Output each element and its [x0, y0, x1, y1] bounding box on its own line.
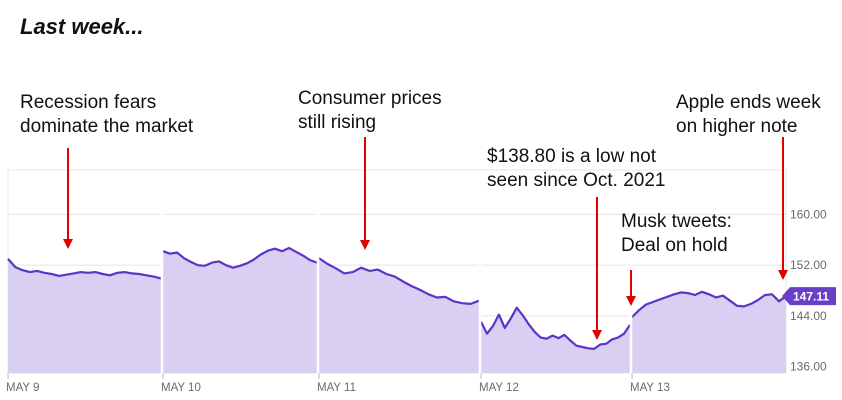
price-line-day-3: [318, 257, 480, 305]
y-tick-label: 136.00: [790, 360, 827, 374]
area-day-1: [8, 258, 161, 373]
x-tick-label: MAY 12: [479, 382, 519, 394]
y-tick-label: 144.00: [790, 309, 827, 323]
price-line-day-1: [7, 258, 162, 280]
price-area: [8, 248, 786, 373]
annotation-text-line: Consumer prices: [298, 88, 442, 109]
annotation-1: Recession fears dominate the market: [20, 92, 194, 249]
last-price-tag: [782, 287, 836, 306]
y-tick-label: 160.00: [790, 207, 827, 221]
last-price-label: 147.11: [793, 290, 829, 304]
price-lines: [7, 246, 787, 350]
annotation-text-line: $138.80 is a low not: [487, 146, 657, 167]
annotation-text-line: on higher note: [676, 116, 798, 137]
x-axis: MAY 9 MAY 10 MAY 11 MAY 12 MAY 13: [6, 373, 670, 394]
annotation-3: $138.80 is a low not seen since Oct. 2021: [487, 146, 666, 340]
price-line-day-2: [162, 246, 318, 269]
annotation-text-line: Deal on hold: [621, 235, 728, 256]
annotation-2: Consumer prices still rising: [298, 88, 442, 250]
annotation-text-line: Musk tweets:: [621, 211, 732, 232]
x-tick-label: MAY 10: [161, 382, 201, 394]
area-day-4: [481, 307, 630, 373]
day-separators: [160, 170, 633, 381]
page-title: Last week...: [20, 14, 144, 39]
annotation-text-line: Recession fears: [20, 92, 156, 113]
annotation-arrow-head: [778, 270, 788, 280]
price-line-day-4: [480, 306, 631, 350]
x-tick-label: MAY 13: [630, 382, 670, 394]
annotation-arrow-head: [592, 330, 602, 340]
y-tick-label: 152.00: [790, 258, 827, 272]
annotation-text-line: still rising: [298, 112, 376, 133]
last-price-badge: 147.11: [782, 287, 836, 306]
annotation-4: Musk tweets: Deal on hold: [621, 211, 732, 306]
x-tick-label: MAY 11: [317, 382, 356, 394]
area-day-5: [632, 291, 786, 373]
area-day-2: [163, 248, 317, 373]
annotation-arrow-head: [360, 240, 370, 250]
area-day-3: [319, 258, 479, 373]
x-tick-label: MAY 9: [6, 382, 39, 394]
annotation-text-line: seen since Oct. 2021: [487, 170, 666, 191]
annotation-arrow-head: [63, 239, 73, 249]
annotation-text-line: dominate the market: [20, 116, 194, 137]
annotation-arrow-head: [626, 296, 636, 306]
annotation-5: Apple ends week on higher note: [676, 92, 821, 280]
price-line-day-5: [631, 290, 787, 318]
y-axis: 160.00 152.00 144.00 136.00: [790, 207, 827, 373]
annotation-text-line: Apple ends week: [676, 92, 821, 113]
annotations: Recession fears dominate the market Consum…: [20, 88, 821, 340]
